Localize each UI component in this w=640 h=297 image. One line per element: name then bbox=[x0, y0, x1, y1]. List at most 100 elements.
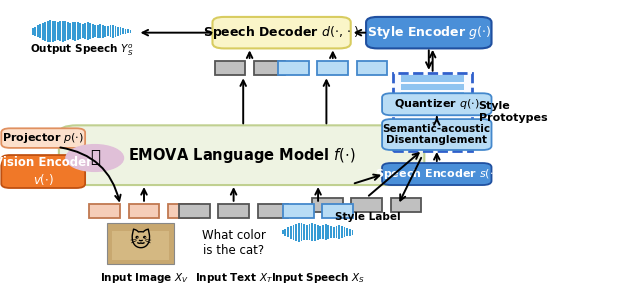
Bar bbox=[285, 229, 286, 236]
Bar bbox=[99, 24, 101, 38]
Text: Style
Prototypes: Style Prototypes bbox=[479, 101, 547, 123]
Bar bbox=[104, 26, 106, 37]
Bar bbox=[349, 229, 351, 236]
Bar bbox=[39, 24, 41, 38]
Bar bbox=[60, 21, 61, 41]
Bar bbox=[87, 23, 89, 40]
Text: Output Speech $Y_S^o$: Output Speech $Y_S^o$ bbox=[30, 43, 134, 58]
FancyBboxPatch shape bbox=[366, 17, 492, 48]
Bar bbox=[120, 27, 122, 35]
Bar bbox=[36, 25, 38, 37]
Bar bbox=[401, 83, 464, 90]
Text: Vision Encoder
$v(\cdot)$: Vision Encoder $v(\cdot)$ bbox=[0, 156, 92, 187]
Bar bbox=[47, 20, 49, 42]
Bar bbox=[335, 226, 337, 238]
Bar bbox=[115, 26, 116, 37]
Bar bbox=[322, 225, 324, 239]
Bar bbox=[77, 23, 79, 40]
Bar bbox=[69, 23, 71, 39]
Bar bbox=[49, 20, 51, 42]
Bar bbox=[303, 224, 305, 241]
Bar bbox=[62, 20, 63, 42]
Bar bbox=[112, 231, 169, 260]
Text: Speech Decoder $d(\cdot,\cdot)$: Speech Decoder $d(\cdot,\cdot)$ bbox=[204, 24, 360, 41]
Bar bbox=[32, 28, 33, 34]
Bar bbox=[314, 224, 316, 241]
Bar bbox=[282, 230, 284, 234]
Text: 🎧: 🎧 bbox=[90, 148, 100, 165]
Bar bbox=[74, 22, 76, 41]
FancyBboxPatch shape bbox=[382, 119, 492, 150]
Bar bbox=[306, 225, 308, 240]
Bar bbox=[109, 25, 111, 37]
FancyBboxPatch shape bbox=[390, 198, 421, 212]
Text: Input Text $X_T$: Input Text $X_T$ bbox=[195, 271, 273, 285]
FancyBboxPatch shape bbox=[382, 163, 492, 185]
Bar bbox=[84, 23, 86, 39]
Bar bbox=[97, 25, 99, 38]
FancyBboxPatch shape bbox=[1, 128, 85, 148]
Bar bbox=[290, 226, 292, 238]
Bar bbox=[401, 75, 464, 82]
Text: Style Encoder $g(\cdot)$: Style Encoder $g(\cdot)$ bbox=[367, 24, 491, 41]
Text: What color
is the cat?: What color is the cat? bbox=[202, 229, 266, 257]
Bar bbox=[102, 25, 104, 38]
Bar bbox=[57, 22, 59, 40]
Bar bbox=[67, 22, 68, 40]
Bar bbox=[127, 29, 129, 33]
Bar bbox=[319, 226, 321, 239]
Bar bbox=[295, 224, 297, 241]
Bar bbox=[95, 25, 96, 37]
FancyBboxPatch shape bbox=[312, 198, 343, 212]
Bar bbox=[298, 223, 300, 242]
Bar bbox=[44, 22, 46, 41]
Circle shape bbox=[66, 145, 124, 171]
FancyBboxPatch shape bbox=[59, 125, 424, 185]
Text: ⋮: ⋮ bbox=[426, 121, 438, 134]
FancyBboxPatch shape bbox=[90, 204, 120, 218]
Bar bbox=[42, 23, 44, 40]
Text: Input Image $X_V$: Input Image $X_V$ bbox=[100, 271, 188, 285]
Bar bbox=[79, 23, 81, 39]
FancyBboxPatch shape bbox=[218, 204, 249, 218]
Text: Quantizer $q(\cdot)$: Quantizer $q(\cdot)$ bbox=[394, 97, 479, 111]
FancyBboxPatch shape bbox=[278, 61, 309, 75]
FancyBboxPatch shape bbox=[257, 204, 288, 218]
Bar bbox=[52, 20, 54, 42]
Text: Speech Encoder $s(\cdot)$: Speech Encoder $s(\cdot)$ bbox=[375, 167, 499, 181]
Bar bbox=[129, 30, 131, 33]
Bar bbox=[328, 225, 330, 239]
FancyBboxPatch shape bbox=[283, 204, 314, 218]
Bar bbox=[82, 24, 84, 38]
Text: Style Label: Style Label bbox=[335, 212, 401, 222]
Bar bbox=[54, 21, 56, 41]
Bar bbox=[112, 25, 114, 38]
Bar bbox=[122, 28, 124, 34]
Bar bbox=[312, 223, 313, 241]
FancyBboxPatch shape bbox=[351, 198, 382, 212]
Bar bbox=[107, 223, 174, 264]
FancyBboxPatch shape bbox=[317, 61, 348, 75]
FancyBboxPatch shape bbox=[212, 17, 351, 48]
Bar bbox=[333, 227, 335, 238]
Bar bbox=[317, 225, 319, 240]
Bar bbox=[92, 24, 93, 38]
Text: 🐱: 🐱 bbox=[130, 230, 151, 251]
Bar bbox=[341, 226, 343, 238]
Text: Input Speech $X_S$: Input Speech $X_S$ bbox=[271, 271, 365, 285]
Bar bbox=[346, 228, 348, 236]
FancyBboxPatch shape bbox=[356, 61, 387, 75]
FancyBboxPatch shape bbox=[393, 73, 472, 151]
Bar bbox=[325, 224, 326, 240]
Bar bbox=[401, 92, 464, 99]
Text: Projector $p(\cdot)$: Projector $p(\cdot)$ bbox=[2, 131, 84, 145]
FancyBboxPatch shape bbox=[254, 61, 285, 75]
Bar bbox=[72, 23, 74, 40]
FancyBboxPatch shape bbox=[214, 61, 245, 75]
Text: EMOVA Language Model $f(\cdot)$: EMOVA Language Model $f(\cdot)$ bbox=[128, 146, 355, 165]
Bar bbox=[344, 228, 346, 237]
Bar bbox=[287, 228, 289, 237]
Bar bbox=[107, 26, 109, 36]
FancyBboxPatch shape bbox=[179, 204, 210, 218]
Bar bbox=[65, 21, 66, 41]
